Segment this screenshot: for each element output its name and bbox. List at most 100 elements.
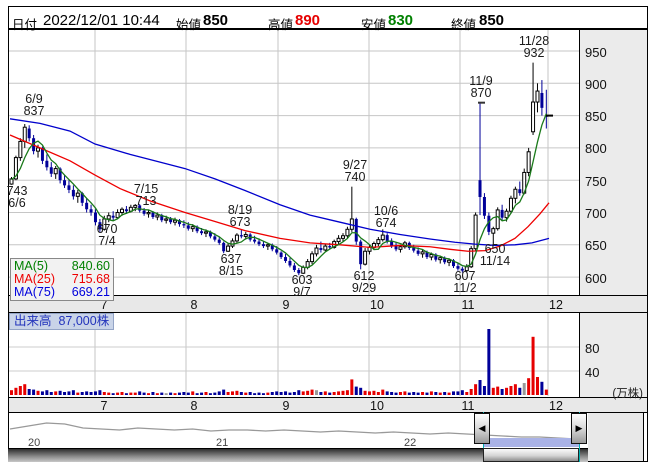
volume-bar [292, 392, 296, 395]
volume-bar [425, 392, 429, 395]
candlestick-down [49, 167, 53, 174]
volume-bar [10, 390, 13, 395]
volume-bar [416, 392, 420, 395]
volume-bar [111, 393, 115, 395]
volume-bar [76, 392, 80, 395]
candlestick-down [186, 225, 190, 229]
volume-bar [337, 391, 341, 395]
quote-header: 日付 2022/12/01 10:44 始値 850 高値 890 安値 830… [8, 6, 648, 32]
right-arrow-icon: ▶ [575, 423, 583, 433]
volume-bar [509, 386, 513, 395]
ma-legend-row: MA(5) 840.60 [14, 259, 110, 273]
date-value: 2022/12/01 10:44 [43, 12, 160, 29]
candlestick-down [452, 260, 455, 267]
candlestick-down [328, 246, 332, 248]
scrollbar-thumb[interactable] [483, 448, 579, 462]
candlestick-down [200, 231, 204, 234]
range-handle-left[interactable]: ◀ [474, 413, 490, 444]
volume-bar [372, 390, 376, 395]
volume-bar [45, 390, 49, 395]
volume-bar [231, 391, 234, 395]
candlestick-down [319, 248, 323, 250]
volume-bar [456, 391, 460, 395]
candlestick-up [447, 259, 452, 263]
volume-bar [301, 391, 305, 395]
candlestick-up [22, 126, 27, 142]
volume-bar [434, 392, 438, 395]
volume-bar [328, 392, 332, 395]
candlestick-up [495, 209, 500, 230]
volume-bar [14, 387, 18, 395]
candlestick-down [482, 196, 486, 216]
volume-bar [363, 390, 367, 395]
high-870-tick [478, 101, 485, 104]
volume-bar [368, 391, 372, 395]
candlestick-down [279, 252, 283, 258]
candlestick-down [213, 236, 217, 240]
volume-bar [226, 392, 230, 395]
range-handle-right[interactable]: ▶ [571, 413, 587, 444]
candlestick-up [164, 218, 169, 221]
volume-bar [244, 392, 248, 395]
volume-bar [18, 386, 22, 395]
candlestick-down [456, 266, 460, 269]
candlestick-up [310, 253, 315, 263]
candlestick-down [71, 189, 75, 197]
volume-bar [71, 390, 75, 395]
volume-bar [142, 392, 146, 395]
candlestick-up [535, 90, 540, 103]
candlestick-up [265, 244, 270, 247]
candlestick-down [275, 249, 279, 253]
candlestick-down [151, 212, 155, 218]
candlestick-up [464, 266, 469, 272]
candlestick-up [341, 235, 345, 239]
candlestick-down [359, 241, 363, 265]
open-label: 始値 [176, 18, 202, 32]
candlestick-up [376, 239, 381, 245]
low-value: 830 [388, 12, 414, 29]
volume-bar [98, 390, 102, 395]
volume-legend[interactable]: 出来高 87,000株 [9, 313, 115, 330]
candlestick-down [182, 224, 186, 226]
volume-bar [129, 392, 133, 395]
candlestick-down [239, 235, 243, 237]
volume-bar [443, 392, 447, 395]
volume-bar [469, 389, 473, 395]
ma5-line [11, 113, 547, 269]
candlestick-down [45, 160, 49, 168]
volume-bar [345, 390, 349, 395]
candlestick-up [531, 101, 536, 133]
candlestick-down [160, 215, 164, 221]
volume-bar [239, 392, 243, 395]
candlestick-up [314, 247, 319, 255]
volume-bar [465, 392, 469, 395]
volume-bar [89, 392, 93, 395]
volume-bar [186, 392, 190, 395]
candlestick-down [354, 218, 358, 242]
candlestick-down [63, 180, 67, 186]
volume-bar [279, 392, 283, 395]
volume-unit-label: (万株) [612, 388, 643, 400]
volume-bar [116, 392, 120, 395]
candlestick-up [345, 228, 350, 237]
volume-bar [164, 393, 168, 395]
candlestick-up [336, 237, 341, 243]
volume-bar [500, 389, 504, 395]
navigator-selection-band[interactable] [483, 438, 579, 447]
volume-bar [518, 387, 522, 395]
volume-bar [213, 392, 217, 395]
candlestick-down [288, 260, 292, 266]
candlestick-up [115, 212, 120, 219]
scrollbar-track[interactable] [8, 448, 588, 462]
volume-bar [421, 392, 425, 395]
volume-bar [496, 386, 500, 395]
volume-bar [133, 392, 137, 395]
volume-bar [261, 393, 265, 395]
volume-bar [412, 392, 416, 395]
ma-legend-row: MA(25) 715.68 [14, 272, 110, 286]
candlestick-up [420, 251, 425, 255]
price-y-axis-panel [579, 29, 648, 296]
date-label: 日付 [12, 18, 38, 32]
